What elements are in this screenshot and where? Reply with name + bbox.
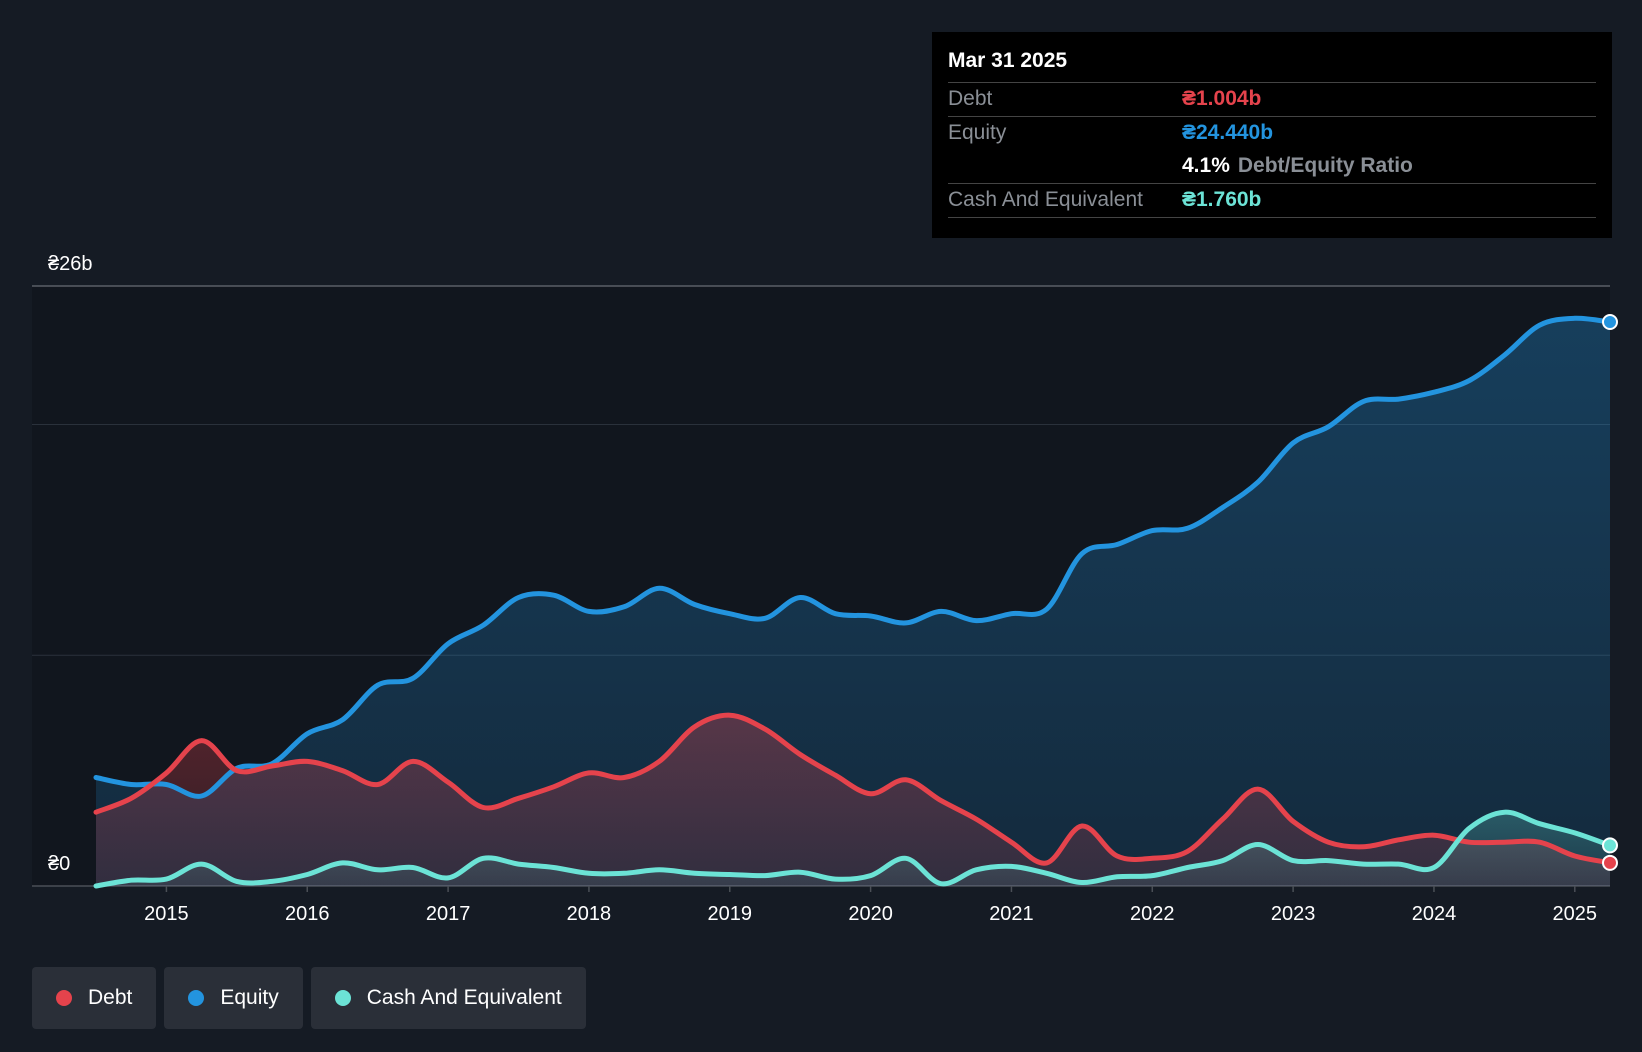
series-areas [96,318,1610,886]
legend: Debt Equity Cash And Equivalent [32,967,586,1029]
tooltip-ratio-label: Debt/Equity Ratio [1237,154,1413,177]
equity-end-point[interactable] [1602,314,1618,330]
x-tick-label: 2020 [848,903,893,925]
x-tick-label: 2015 [144,903,189,925]
tooltip-cash-row: Cash And Equivalent ₴1.760b [948,184,1596,218]
tooltip-equity-value: ₴24.440b [1182,121,1274,144]
x-tick-label: 2018 [567,903,612,925]
debt-area [96,715,1610,886]
x-tick-label: 2016 [285,903,330,925]
x-tick-label: 2021 [989,903,1034,925]
legend-item-debt[interactable]: Debt [32,967,157,1029]
cash-end-point[interactable] [1602,837,1618,854]
legend-item-cash[interactable]: Cash And Equivalent [310,967,586,1029]
tooltip-equity-row: Equity ₴24.440b [948,117,1596,150]
x-tick-label: 2017 [426,903,471,925]
equity-line [93,315,1613,799]
legend-equity-label: Equity [220,986,279,1009]
cash-area [96,812,1610,886]
tooltip-debt-label: Debt [948,87,993,110]
tooltip-ratio-value: 4.1% [1182,154,1230,177]
cash-line [93,809,1613,889]
series-lines [93,314,1618,889]
x-tick-label: 2022 [1130,903,1175,925]
x-tick-label: 2023 [1271,903,1316,925]
legend-debt-label: Debt [88,986,133,1009]
x-tick-label: 2024 [1412,903,1457,925]
tooltip-ratio-row: 4.1% Debt/Equity Ratio [948,150,1596,184]
tooltip-debt-value: ₴1.004b [1182,87,1262,110]
x-axis: 2015 2016 2017 2018 2019 2020 2021 2022 2023 2024… [144,886,1597,925]
tooltip-debt-row: Debt ₴1.004b [948,83,1596,117]
legend-cash-label: Cash And Equivalent [366,986,562,1009]
debt-dot-icon [56,990,72,1006]
debt-line [93,712,1613,866]
y-axis-top-label: ₴26b [48,253,93,275]
tooltip-cash-value: ₴1.760b [1182,188,1262,211]
tooltip: Mar 31 2025 Debt ₴1.004b Equity ₴24.440b… [932,32,1612,238]
legend-item-equity[interactable]: Equity [164,967,303,1029]
cash-dot-icon [334,990,351,1006]
x-tick-label: 2025 [1553,903,1598,925]
y-axis-zero-label: ₴0 [48,853,70,875]
equity-area [96,318,1610,886]
x-tick-label: 2019 [708,903,753,925]
tooltip-equity-label: Equity [948,121,1007,144]
debt-end-point[interactable] [1602,854,1618,871]
tooltip-date: Mar 31 2025 [948,46,1596,83]
tooltip-cash-label: Cash And Equivalent [948,188,1143,211]
equity-dot-icon [188,990,205,1006]
